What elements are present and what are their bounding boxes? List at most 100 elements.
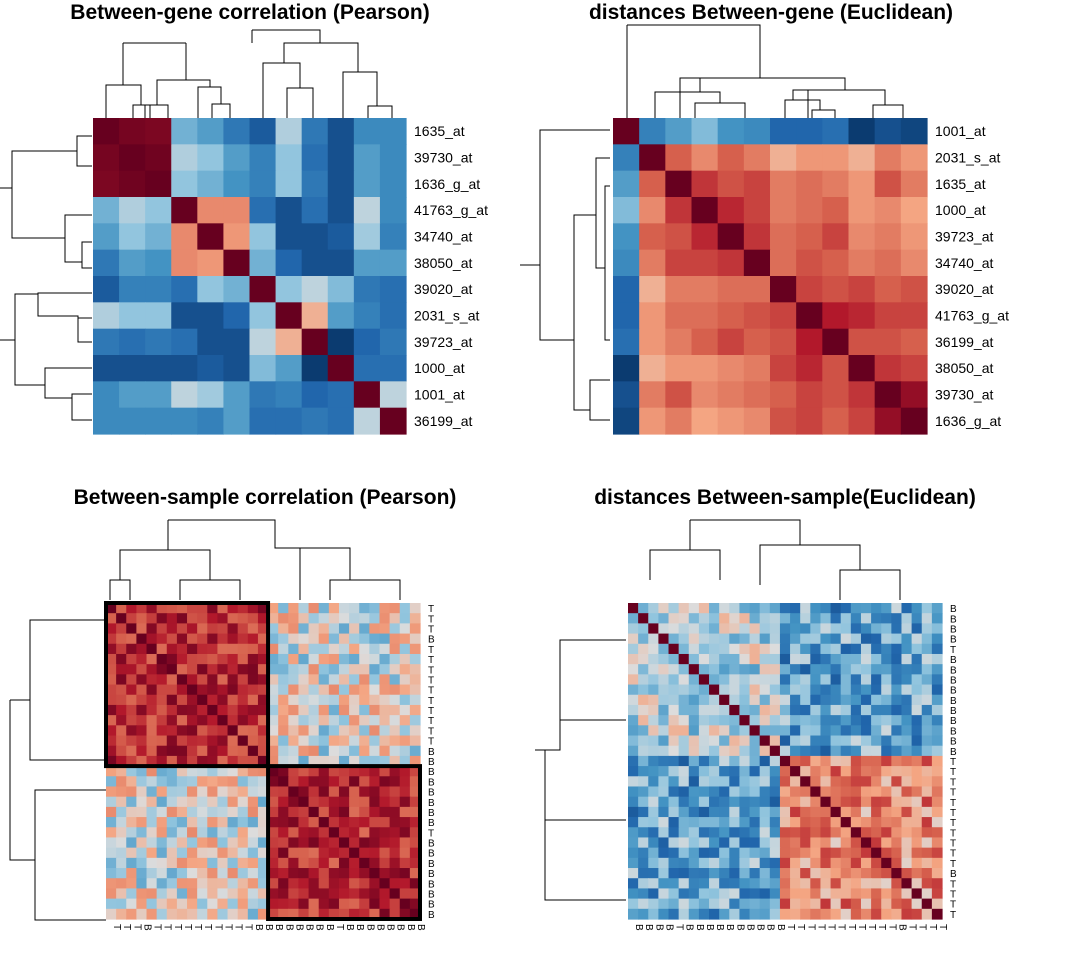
- row-label: T: [428, 645, 434, 656]
- heatmap-cell: [678, 898, 690, 910]
- heatmap-cell: [187, 878, 198, 890]
- heatmap-cell: [860, 664, 872, 675]
- heatmap-cell: [106, 623, 117, 635]
- heatmap-cell: [613, 302, 640, 330]
- heatmap-cell: [850, 633, 862, 645]
- heatmap-cell: [399, 725, 411, 737]
- heatmap-cell: [749, 694, 761, 706]
- heatmap-cell: [207, 633, 219, 645]
- heatmap-cell: [628, 653, 639, 665]
- heatmap-cell: [860, 806, 872, 818]
- heatmap-cell: [298, 796, 310, 808]
- heatmap-cell: [301, 118, 329, 145]
- heatmap-cell: [257, 694, 269, 706]
- heatmap-cell: [409, 868, 421, 879]
- heatmap-cell: [298, 857, 310, 869]
- heatmap-cell: [709, 603, 720, 614]
- heatmap-cell: [810, 806, 822, 818]
- heatmap-cell: [288, 745, 300, 757]
- heatmap-cell: [379, 653, 391, 665]
- heatmap-cell: [318, 745, 330, 757]
- heatmap-cell: [891, 643, 903, 655]
- heatmap-cell: [171, 381, 198, 409]
- heatmap-cell: [628, 817, 639, 828]
- heatmap-cell: [881, 827, 892, 839]
- heatmap-cell: [848, 407, 876, 435]
- heatmap-cell: [709, 653, 720, 665]
- heatmap-cell: [288, 664, 300, 675]
- heatmap-cell: [850, 776, 862, 788]
- heatmap-cell: [911, 633, 923, 645]
- heatmap-cell: [638, 817, 649, 828]
- heatmap-cell: [247, 888, 259, 900]
- heatmap-cell: [779, 643, 791, 655]
- heatmap-cell: [301, 197, 329, 224]
- heatmap-cell: [668, 755, 680, 767]
- heatmap-cell: [171, 249, 198, 277]
- heatmap-cell: [901, 633, 913, 645]
- heatmap-cell: [921, 827, 933, 839]
- heatmap-cell: [820, 888, 832, 900]
- heatmap-cell: [719, 725, 730, 737]
- heatmap-cell: [709, 898, 720, 910]
- heatmap-cell: [288, 796, 300, 808]
- heatmap-cell: [668, 633, 680, 645]
- heatmap-cell: [850, 878, 862, 890]
- heatmap-cell: [638, 715, 649, 726]
- heatmap-cell: [848, 381, 876, 409]
- heatmap-cell: [399, 806, 411, 818]
- heatmap-cell: [668, 653, 680, 665]
- column-label: T: [233, 924, 244, 930]
- heatmap-cell: [166, 806, 178, 818]
- heatmap-cell: [891, 827, 903, 839]
- heatmap-cell: [830, 755, 842, 767]
- heatmap-cell: [275, 328, 303, 356]
- heatmap-cell: [613, 407, 640, 435]
- heatmap-cell: [749, 847, 761, 859]
- heatmap-cell: [800, 674, 811, 686]
- heatmap-cell: [146, 776, 158, 788]
- heatmap-cell: [247, 827, 259, 839]
- heatmap-cell: [901, 766, 913, 777]
- heatmap-cell: [881, 715, 892, 726]
- column-label: B: [141, 924, 152, 931]
- heatmap-cell: [136, 857, 148, 869]
- heatmap-cell: [409, 898, 421, 910]
- row-label: B: [428, 900, 435, 911]
- heatmap-cell: [688, 643, 700, 655]
- heatmap-cell: [106, 878, 117, 890]
- heatmap-cell: [759, 643, 771, 655]
- heatmap-cell: [638, 623, 649, 635]
- heatmap-cell: [658, 664, 670, 675]
- heatmap-cell: [719, 776, 730, 788]
- heatmap-cell: [729, 633, 741, 645]
- heatmap-cell: [399, 776, 411, 788]
- heatmap-cell: [739, 715, 751, 726]
- heatmap-cell: [227, 827, 239, 839]
- heatmap-cell: [116, 694, 127, 706]
- heatmap-cell: [257, 735, 269, 747]
- heatmap-cell: [891, 704, 903, 716]
- heatmap-cell: [409, 704, 421, 716]
- heatmap-cell: [119, 407, 146, 435]
- heatmap-cell: [301, 170, 329, 198]
- heatmap-cell: [409, 643, 421, 655]
- heatmap-cell: [921, 684, 933, 696]
- column-label: T: [866, 924, 877, 930]
- heatmap-cell: [639, 302, 666, 330]
- heatmap-cell: [298, 643, 310, 655]
- heatmap-cell: [709, 908, 720, 920]
- heatmap-cell: [830, 653, 842, 665]
- heatmap-cell: [237, 623, 249, 635]
- heatmap-cell: [268, 623, 279, 635]
- heatmap-cell: [275, 276, 303, 303]
- heatmap-cell: [648, 786, 659, 798]
- heatmap-cell: [171, 355, 198, 382]
- heatmap-cell: [288, 827, 300, 839]
- heatmap-cell: [743, 407, 771, 435]
- heatmap-cell: [349, 837, 360, 849]
- heatmap-cell: [678, 704, 690, 716]
- heatmap-cell: [146, 847, 158, 859]
- heatmap-cell: [698, 653, 710, 665]
